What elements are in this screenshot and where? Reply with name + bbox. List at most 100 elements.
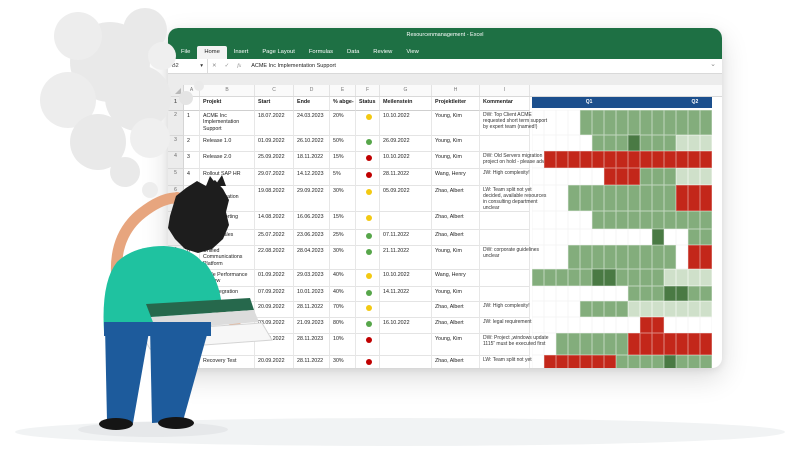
cell-r10-c2[interactable]: Code Performance Review	[200, 270, 255, 287]
row-header-14[interactable]: 14	[168, 334, 184, 356]
cell-r8-c1[interactable]: 7	[184, 230, 200, 246]
cell-r11-c5[interactable]: 40%	[330, 287, 356, 302]
cell-r5-c9[interactable]: JW: High complexity!	[480, 169, 530, 186]
cell-r12-c9[interactable]: JW: High complexity!	[480, 302, 530, 318]
gantt-cell-10[interactable]	[640, 211, 652, 229]
cell-r10-c7[interactable]: 10.10.2022	[380, 270, 432, 287]
gantt-cell-5[interactable]	[580, 269, 592, 286]
cell-r9-c3[interactable]: 22.08.2022	[255, 246, 294, 270]
gantt-cell-1[interactable]	[532, 185, 544, 211]
gantt-cell-5[interactable]	[580, 229, 592, 245]
gantt-cell-8[interactable]	[616, 135, 628, 151]
gantt-cell-10[interactable]	[640, 286, 652, 301]
gantt-cell-3[interactable]	[556, 301, 568, 317]
cell-r3-c2[interactable]: Release 1.0	[200, 136, 255, 152]
cell-r14-c4[interactable]: 28.11.2023	[294, 334, 330, 356]
cell-r4-c5[interactable]: 15%	[330, 152, 356, 169]
gantt-cell-12[interactable]	[664, 333, 676, 355]
gantt-cell-4[interactable]	[568, 245, 580, 269]
gantt-cell-7[interactable]	[604, 168, 616, 185]
gantt-cell-11[interactable]	[652, 185, 664, 211]
gantt-cell-9[interactable]	[628, 185, 640, 211]
enter-icon[interactable]: ✓	[224, 63, 230, 69]
gantt-cell-5[interactable]	[580, 211, 592, 229]
gantt-cell-8[interactable]	[616, 151, 628, 168]
gantt-cell-5[interactable]	[580, 333, 592, 355]
gantt-cell-8[interactable]	[616, 286, 628, 301]
gantt-cell-6[interactable]	[592, 286, 604, 301]
gantt-cell-1[interactable]	[532, 110, 544, 135]
gantt-cell-12[interactable]	[664, 110, 676, 135]
cell-r12-c3[interactable]: 20.09.2022	[255, 302, 294, 318]
gantt-cell-2[interactable]	[544, 301, 556, 317]
cell-r8-c5[interactable]: 25%	[330, 230, 356, 246]
cell-r8-c2[interactable]: Mobile Sales	[200, 230, 255, 246]
gantt-cell-4[interactable]	[568, 168, 580, 185]
gantt-cell-14[interactable]	[688, 135, 700, 151]
cell-r9-c4[interactable]: 28.04.2023	[294, 246, 330, 270]
cell-r9-c8[interactable]: Young, Kim	[432, 246, 480, 270]
gantt-cell-7[interactable]	[604, 245, 616, 269]
cell-r5-c3[interactable]: 29.07.2022	[255, 169, 294, 186]
gantt-cell-7[interactable]	[604, 301, 616, 317]
cell-r14-c8[interactable]: Young, Kim	[432, 334, 480, 356]
cell-r6-c9[interactable]: LW: Team split not yet decided, availabl…	[480, 186, 546, 212]
cell-r13-c1[interactable]: 12	[184, 318, 200, 334]
row-header-5[interactable]: 5	[168, 169, 184, 186]
gantt-cell-6[interactable]	[592, 151, 604, 168]
gantt-cell-2[interactable]	[544, 333, 556, 355]
gantt-cell-13[interactable]	[676, 185, 688, 211]
gantt-cell-6[interactable]	[592, 185, 604, 211]
cell-r6-c4[interactable]: 29.09.2022	[294, 186, 330, 212]
gantt-cell-8[interactable]	[616, 245, 628, 269]
cell-r6-c2[interactable]: Internal Reorganization Project	[200, 186, 255, 212]
name-box-caret-icon[interactable]: ▾	[200, 63, 203, 69]
gantt-cell-12[interactable]	[664, 211, 676, 229]
cell-r15-c6[interactable]	[356, 356, 380, 368]
cell-r10-c1[interactable]: 9	[184, 270, 200, 287]
gantt-cell-10[interactable]	[640, 355, 652, 368]
cell-r11-c3[interactable]: 07.09.2022	[255, 287, 294, 302]
gantt-cell-15[interactable]	[700, 151, 712, 168]
gantt-cell-7[interactable]	[604, 110, 616, 135]
cell-r3-c5[interactable]: 50%	[330, 136, 356, 152]
gantt-cell-7[interactable]	[604, 185, 616, 211]
gantt-cell-3[interactable]	[556, 211, 568, 229]
cell-r5-c5[interactable]: 5%	[330, 169, 356, 186]
gantt-cell-13[interactable]	[676, 151, 688, 168]
gantt-cell-6[interactable]	[592, 110, 604, 135]
cell-r9-c9[interactable]: DW: corporate guidelines unclear	[480, 246, 539, 270]
row-header-15[interactable]: 15	[168, 356, 184, 368]
gantt-cell-9[interactable]	[628, 317, 640, 333]
tab-view[interactable]: View	[406, 49, 419, 55]
cell-r15-c4[interactable]: 28.11.2022	[294, 356, 330, 368]
gantt-cell-1[interactable]	[532, 269, 544, 286]
gantt-cell-9[interactable]	[628, 286, 640, 301]
gantt-cell-15[interactable]	[700, 185, 712, 211]
cell-r9-c5[interactable]: 30%	[330, 246, 356, 270]
gantt-cell-12[interactable]	[664, 185, 676, 211]
gantt-cell-2[interactable]	[544, 229, 556, 245]
cell-r2-c4[interactable]: 24.03.2023	[294, 111, 330, 136]
column-header-E[interactable]: E	[330, 85, 356, 96]
cell-r8-c9[interactable]	[480, 230, 530, 246]
cell-r2-c1[interactable]: 1	[184, 111, 200, 136]
row-header-12[interactable]: 12	[168, 302, 184, 318]
cell-r10-c6[interactable]	[356, 270, 380, 287]
gantt-cell-15[interactable]	[700, 317, 712, 333]
gantt-cell-9[interactable]	[628, 245, 640, 269]
gantt-cell-2[interactable]	[544, 211, 556, 229]
gantt-cell-3[interactable]	[556, 135, 568, 151]
gantt-cell-15[interactable]	[700, 333, 712, 355]
cell-r3-c7[interactable]: 26.09.2022	[380, 136, 432, 152]
row-header-2[interactable]: 2	[168, 111, 184, 136]
gantt-cell-6[interactable]	[592, 229, 604, 245]
gantt-cell-5[interactable]	[580, 135, 592, 151]
gantt-cell-3[interactable]	[556, 229, 568, 245]
cell-r2-c6[interactable]	[356, 111, 380, 136]
gantt-cell-4[interactable]	[568, 211, 580, 229]
gantt-cell-3[interactable]	[556, 185, 568, 211]
gantt-cell-11[interactable]	[652, 229, 664, 245]
gantt-cell-13[interactable]	[676, 333, 688, 355]
gantt-cell-12[interactable]	[664, 269, 676, 286]
